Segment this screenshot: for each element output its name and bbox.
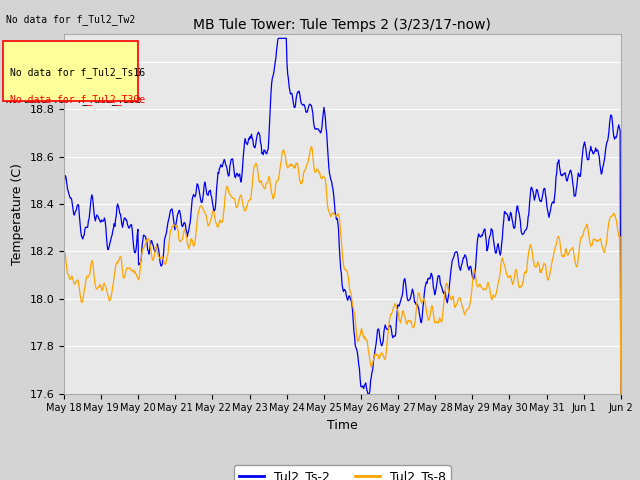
Tul2_Ts-8 [94, 284, 102, 290]
Tul2_Ts-2 [94, 214, 102, 219]
Tul2_Ts-2 [385, 324, 392, 330]
Tul2_Ts-8 [617, 391, 625, 396]
Tul2_Ts-8 [384, 330, 392, 336]
Text: No data for f_Tul2_Ts16: No data for f_Tul2_Ts16 [10, 67, 145, 78]
Line: Tul2_Ts-8: Tul2_Ts-8 [64, 146, 621, 394]
Tul2_Ts-2 [484, 246, 492, 252]
Tul2_Ts-2 [617, 391, 625, 396]
Tul2_Ts-8 [308, 144, 316, 149]
Tul2_Ts-8 [483, 283, 491, 288]
Text: No data for f_Tul2_T30e: No data for f_Tul2_T30e [10, 94, 145, 105]
Tul2_Ts-8 [415, 291, 423, 297]
Text: No data for f_Tul2_Ts4: No data for f_Tul2_Ts4 [6, 41, 136, 52]
Text: No data for f_Tul2_T30e: No data for f_Tul2_T30e [6, 94, 141, 105]
Tul2_Ts-2 [541, 186, 548, 192]
Line: Tul2_Ts-2: Tul2_Ts-2 [64, 38, 621, 394]
Tul2_Ts-2 [364, 391, 372, 396]
X-axis label: Time: Time [327, 419, 358, 432]
Title: MB Tule Tower: Tule Temps 2 (3/23/17-now): MB Tule Tower: Tule Temps 2 (3/23/17-now… [193, 18, 492, 33]
Tul2_Ts-2 [399, 281, 407, 287]
Tul2_Ts-8 [399, 308, 406, 314]
Tul2_Ts-2 [416, 315, 424, 321]
Legend: Tul2_Ts-2, Tul2_Ts-8: Tul2_Ts-2, Tul2_Ts-8 [234, 465, 451, 480]
Tul2_Ts-2 [275, 36, 282, 41]
Text: No data for f_Tul2_Ts16: No data for f_Tul2_Ts16 [6, 67, 141, 78]
Tul2_Ts-8 [540, 261, 548, 266]
Text: No data for f_Tul2_Tw2: No data for f_Tul2_Tw2 [6, 14, 136, 25]
Tul2_Ts-2 [60, 183, 68, 189]
Tul2_Ts-8 [60, 255, 68, 261]
Y-axis label: Temperature (C): Temperature (C) [11, 163, 24, 264]
